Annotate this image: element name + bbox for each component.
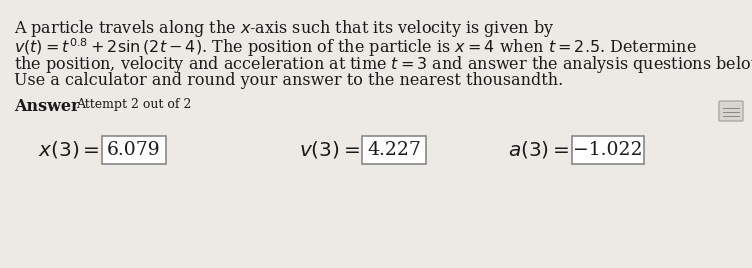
Text: $v(3) =$: $v(3) =$ xyxy=(299,140,360,161)
Text: the position, velocity and acceleration at time $t = 3$ and answer the analysis : the position, velocity and acceleration … xyxy=(14,54,752,75)
Text: Answer: Answer xyxy=(14,98,80,115)
Text: 6.079: 6.079 xyxy=(108,141,161,159)
Text: Attempt 2 out of 2: Attempt 2 out of 2 xyxy=(76,98,191,111)
Text: −1.022: −1.022 xyxy=(573,141,643,159)
FancyBboxPatch shape xyxy=(362,136,426,164)
Text: A particle travels along the $x$-axis such that its velocity is given by: A particle travels along the $x$-axis su… xyxy=(14,18,554,39)
Text: $v(t) = t^{0.8} + 2\sin{(2t - 4)}$. The position of the particle is $x = 4$ when: $v(t) = t^{0.8} + 2\sin{(2t - 4)}$. The … xyxy=(14,36,696,59)
FancyBboxPatch shape xyxy=(719,101,743,121)
Text: 4.227: 4.227 xyxy=(367,141,421,159)
Text: $x(3) =$: $x(3) =$ xyxy=(38,140,100,161)
Text: Use a calculator and round your answer to the nearest thousandth.: Use a calculator and round your answer t… xyxy=(14,72,563,89)
FancyBboxPatch shape xyxy=(102,136,166,164)
Text: $a(3) =$: $a(3) =$ xyxy=(508,140,570,161)
FancyBboxPatch shape xyxy=(572,136,644,164)
